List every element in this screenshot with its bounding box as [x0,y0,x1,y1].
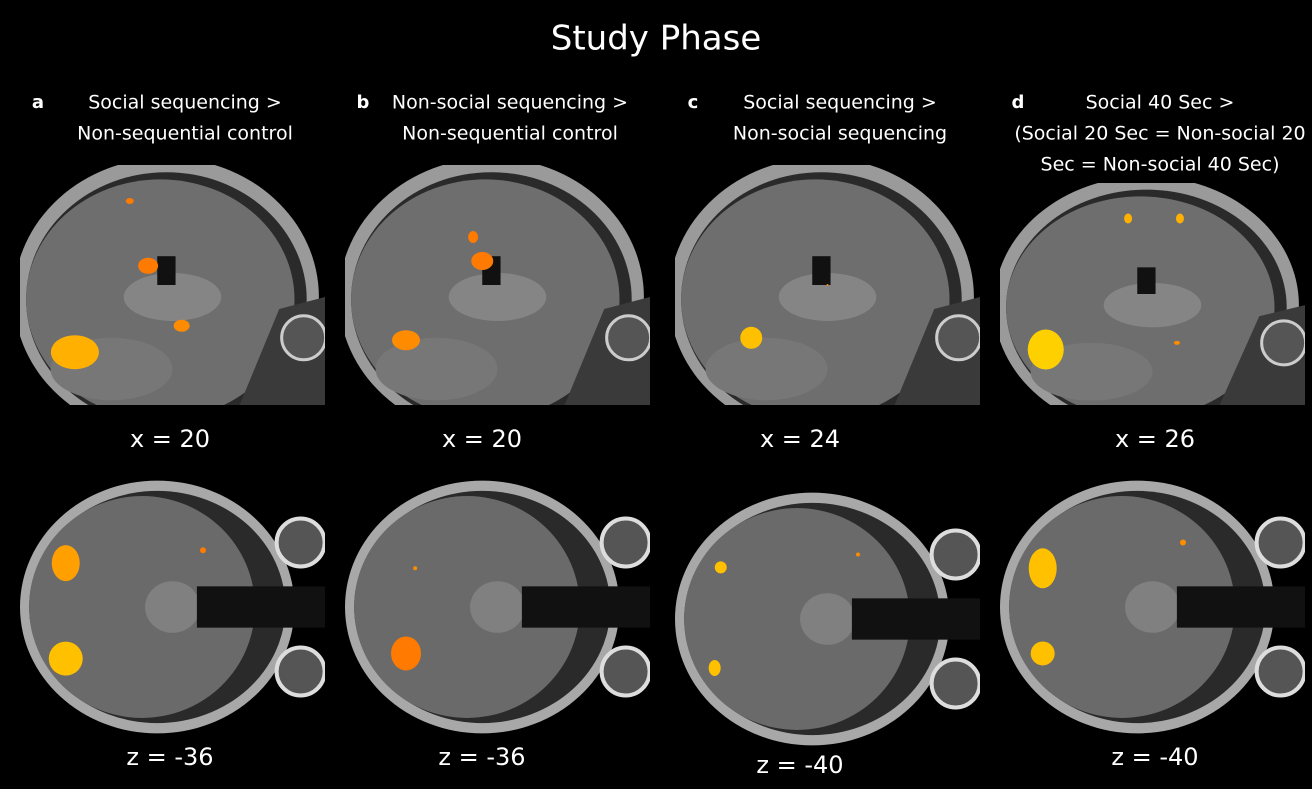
activation-blob [413,566,417,570]
axial-coordinate: z = -40 [1111,743,1198,771]
activation-blob [1029,548,1057,588]
activation-blob [740,327,762,349]
panel-letter: d [1012,92,1025,113]
eye [277,519,325,567]
activation-blob [200,547,206,553]
eye [607,316,651,360]
sagittal-coordinate: x = 24 [760,425,840,453]
eye [602,648,650,696]
eye [277,648,325,696]
sagittal-image [994,176,1306,434]
sagittal-coordinate: x = 20 [442,425,522,453]
sagittal-image [669,158,981,436]
cerebellum [376,338,498,400]
panel-letter: a [32,92,44,113]
ventricle [812,256,830,285]
axial-coordinate: z = -40 [756,751,843,779]
nasal-cavity [852,598,980,639]
brainstem [145,581,200,633]
activation-blob [827,284,829,286]
brainstem [1125,581,1180,633]
panel-label-line: Non-social sequencing > [392,92,628,114]
eye [1262,321,1306,365]
activation-blob [52,545,80,581]
activation-blob [51,335,99,369]
activation-blob [1180,540,1186,546]
activation-blob [391,636,421,670]
activation-blob [856,553,860,557]
panel-label-line: Sec = Non-social 40 Sec) [1041,154,1280,176]
axial-coordinate: z = -36 [126,743,213,771]
activation-blob [1124,214,1132,224]
eye [602,519,650,567]
eye [932,531,980,579]
nasal-cavity [522,586,650,627]
activation-blob [138,258,158,274]
nasal-cavity [197,586,325,627]
sagittal-coordinate: x = 26 [1115,425,1195,453]
activation-blob [471,252,493,270]
panel-label-line: Non-sequential control [402,123,618,145]
activation-blob [715,561,727,573]
brainstem [800,593,855,645]
eye [282,316,326,360]
panel-label-line: Social sequencing > [88,92,282,114]
eye [1257,519,1305,567]
panel-label-line: Non-sequential control [77,123,293,145]
activation-blob [1174,341,1180,345]
cerebellum [706,338,828,400]
nasal-cavity [1177,586,1305,627]
figure: Study Phase a Social sequencing > Non-sequ… [0,0,1312,789]
panel-label-line: (Social 20 Sec = Non-social 20 [1014,123,1305,145]
figure-title: Study Phase [551,19,762,59]
eye [937,316,981,360]
activation-blob [709,660,721,676]
activation-blob [392,330,420,350]
activation-blob [468,231,478,243]
activation-blob [1031,641,1055,665]
sagittal-image [14,158,326,436]
axial-coordinate: z = -36 [438,743,525,771]
activation-blob [1028,330,1064,370]
panel-label-line: Non-social sequencing [733,123,947,145]
eye [932,660,980,708]
panel-letter: c [688,92,699,113]
panel-label-line: Social 40 Sec > [1086,92,1235,114]
activation-blob [49,642,83,676]
activation-blob [174,320,190,332]
sagittal-image [339,158,651,436]
ventricle [157,256,175,285]
sagittal-coordinate: x = 20 [130,425,210,453]
panel-label-line: Social sequencing > [743,92,937,114]
activation-blob [126,198,134,204]
eye [1257,648,1305,696]
brainstem [470,581,525,633]
panel-letter: b [357,92,370,113]
activation-blob [1176,214,1184,224]
ventricle [1137,267,1155,294]
